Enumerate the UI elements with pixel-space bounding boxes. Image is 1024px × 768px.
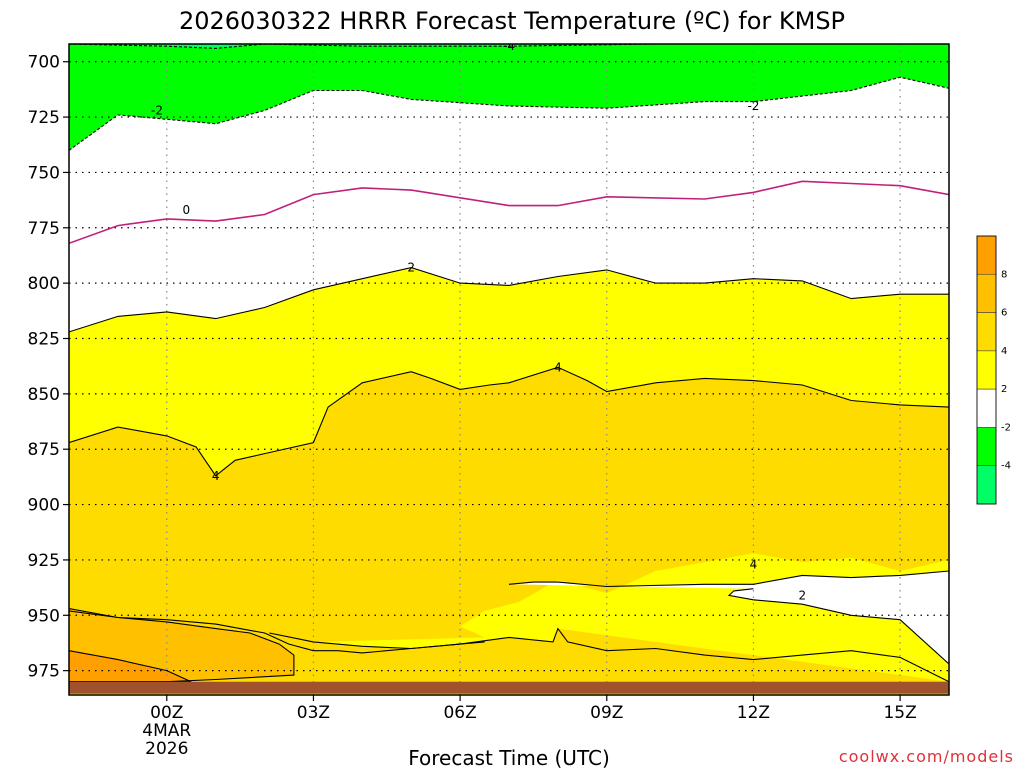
contour-line-9 <box>69 650 192 683</box>
y-tick-label-10: 950 <box>28 606 60 626</box>
colorbar-label-3: 2 <box>1001 384 1007 395</box>
y-tick-label-3: 775 <box>28 219 60 239</box>
x-axis-label: Forecast Time (UTC) <box>408 746 610 768</box>
x-tick-label-0-0: 00Z <box>150 703 183 723</box>
colorbar-frame <box>976 235 997 505</box>
contour-label-3: 4 <box>554 360 562 374</box>
ground-layer <box>69 681 949 694</box>
colorbar-swatch-0 <box>976 235 997 275</box>
y-tick-label-2: 750 <box>28 163 60 183</box>
contour-label-2: 2 <box>407 261 415 275</box>
contour-label-7: -2 <box>151 103 163 117</box>
x-tick-label-1-0: 03Z <box>297 703 330 723</box>
band-zero <box>69 77 949 332</box>
y-tick-label-7: 875 <box>28 440 60 460</box>
x-tick-label-5-0: 15Z <box>883 703 916 723</box>
colorbar-label-0: 8 <box>1001 269 1007 280</box>
x-tick-label-4-0: 12Z <box>737 703 770 723</box>
band-zero-lobe <box>509 571 949 664</box>
credit-text: coolwx.com/models <box>839 747 1014 766</box>
contour-line-7 <box>69 610 485 654</box>
plot-area: -4 0 2 4 4 4 2 -2 -2 <box>69 39 949 695</box>
colorbar-label-5: -4 <box>1001 461 1011 472</box>
contour-line-8 <box>69 608 295 683</box>
contour-label-4: 4 <box>212 469 220 483</box>
contour-label-text: -2 <box>151 103 163 117</box>
contour-label-text: -2 <box>747 99 759 113</box>
y-axis: 700 725 750 775 800 825 850 875 900 925 950 975 <box>28 53 69 682</box>
y-tick-label-0: 700 <box>28 53 60 73</box>
y-tick-label-6: 850 <box>28 385 60 405</box>
contour-line-3 <box>69 267 949 333</box>
x-tick-label-3-0: 09Z <box>590 703 623 723</box>
contour-label-text: -4 <box>503 39 515 53</box>
colorbar-label-1: 6 <box>1001 308 1007 319</box>
colorbar-swatch-3 <box>976 350 997 390</box>
y-tick-label-8: 900 <box>28 496 60 516</box>
temperature-bands <box>69 44 949 682</box>
contour-label-text: 2 <box>799 588 807 602</box>
contour-label-text: 4 <box>554 360 562 374</box>
contour-line-2 <box>69 180 949 245</box>
colorbar-swatch-4 <box>976 388 997 428</box>
contour-label-8: -2 <box>747 99 759 113</box>
contour-label-text: 4 <box>212 469 220 483</box>
contour-line-1 <box>69 76 949 151</box>
colorbar-swatch-6 <box>976 465 997 505</box>
contour-label-text: 0 <box>183 203 191 217</box>
contour-line-5 <box>508 570 949 665</box>
colorbar-swatch-2 <box>976 312 997 352</box>
chart-title: 2026030322 HRRR Forecast Temperature (ºC… <box>179 7 845 35</box>
colorbar-swatch-1 <box>976 273 997 313</box>
band-plus8 <box>69 650 192 682</box>
contour-label-text: 2 <box>407 261 415 275</box>
contour-label-0: -4 <box>503 39 515 53</box>
colorbar-swatch-5 <box>976 427 997 467</box>
y-tick-label-5: 825 <box>28 330 60 350</box>
contour-label-6: 2 <box>799 588 807 602</box>
x-tick-label-2-0: 06Z <box>443 703 476 723</box>
x-tick-label-0-2: 2026 <box>145 739 188 759</box>
contour-label-text: 4 <box>750 557 758 571</box>
y-tick-label-4: 800 <box>28 274 60 294</box>
contour-label-5: 4 <box>750 557 758 571</box>
y-tick-label-11: 975 <box>28 662 60 682</box>
gridlines <box>69 44 949 695</box>
y-tick-label-1: 725 <box>28 108 60 128</box>
plot-frame <box>68 43 950 696</box>
colorbar: 8 6 4 2 -2 -4 <box>976 235 1011 505</box>
band-minus2 <box>69 44 949 151</box>
contour-label-1: 0 <box>183 203 191 217</box>
contour-line-4 <box>69 366 949 477</box>
contour-line-6 <box>269 627 949 683</box>
x-tick-label-0-1: 4MAR <box>142 721 191 741</box>
colorbar-label-4: -2 <box>1001 422 1011 433</box>
colorbar-label-2: 4 <box>1001 346 1007 357</box>
y-tick-label-9: 925 <box>28 551 60 571</box>
